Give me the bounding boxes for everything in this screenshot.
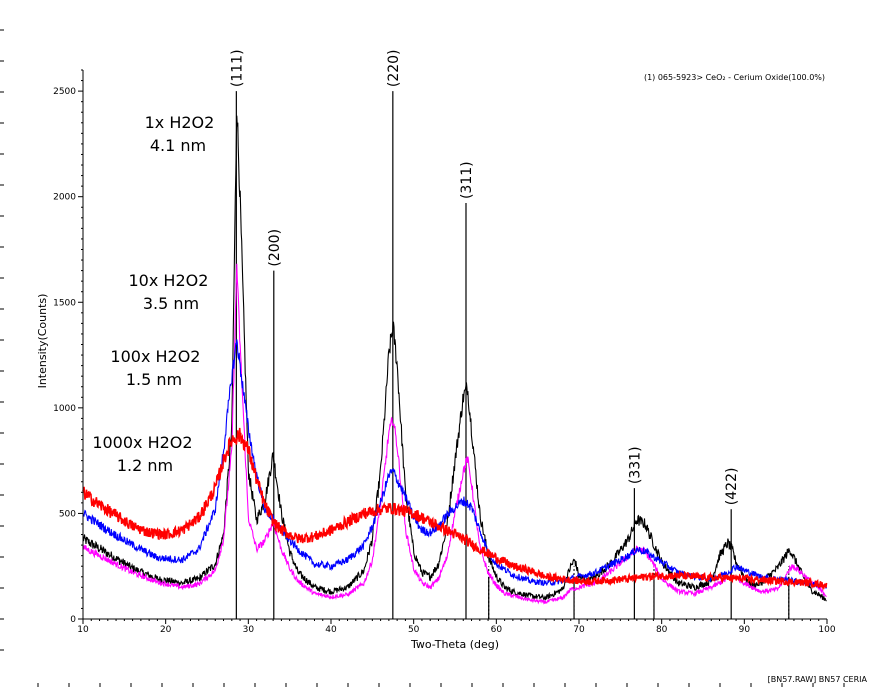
- peak-label: (311): [459, 161, 475, 199]
- sample-label-1000x-line1: 1000x H2O2: [92, 433, 192, 452]
- peak-labels: (111) (200) (220) (311) (331) (422): [229, 49, 740, 505]
- y-tick-label: 2000: [53, 193, 76, 203]
- x-tick-label: 100: [818, 625, 835, 635]
- x-tick-label: 30: [243, 625, 255, 635]
- peak-label: (422): [724, 468, 740, 506]
- sample-label-10x-line2: 3.5 nm: [143, 294, 199, 313]
- x-tick-label: 70: [573, 625, 585, 635]
- y-axis-title: Intensity(Counts): [36, 294, 49, 389]
- sample-label-100x-line1: 100x H2O2: [110, 347, 200, 366]
- y-tick-label: 1500: [53, 298, 76, 308]
- peak-label: (220): [386, 49, 402, 87]
- footer-label: [BN57.RAW] BN57 CERIA: [768, 675, 868, 684]
- peak-label: (331): [627, 446, 643, 484]
- sample-label-10x: 10x H2O2 3.5 nm: [129, 271, 214, 313]
- reference-pattern-label: (1) 065-5923> CeO₂ - Cerium Oxide(100.0%…: [644, 73, 825, 82]
- sample-label-1000x-line2: 1.2 nm: [117, 456, 173, 475]
- sample-label-100x: 100x H2O2 1.5 nm: [110, 347, 205, 389]
- series-line: [82, 115, 827, 602]
- x-tick-label: 20: [160, 625, 172, 635]
- sample-label-1x: 1x H2O2 4.1 nm: [145, 113, 220, 155]
- x-tick-label: 40: [325, 625, 337, 635]
- series-line: [82, 263, 827, 605]
- x-tick-label: 80: [656, 625, 668, 635]
- sample-label-1x-line2: 4.1 nm: [150, 136, 206, 155]
- y-tick-label: 2500: [53, 87, 76, 97]
- series-line: [82, 427, 828, 591]
- peak-label: (111): [229, 49, 245, 87]
- y-tick-label: 500: [59, 509, 76, 519]
- sample-label-1x-line1: 1x H2O2: [145, 113, 215, 132]
- x-tick-label: 10: [77, 625, 89, 635]
- sample-label-1000x: 1000x H2O2 1.2 nm: [92, 433, 197, 475]
- frame-tick-marks: [0, 29, 845, 687]
- axes: 10 20 30 40 50 60 70 80 90 1000500100015002000250…: [53, 69, 836, 635]
- sample-labels: 1x H2O2 4.1 nm 10x H2O2 3.5 nm 100x H2O2…: [92, 113, 220, 475]
- sample-label-10x-line1: 10x H2O2: [129, 271, 209, 290]
- series-layer: [82, 115, 828, 605]
- x-tick-label: 60: [491, 625, 503, 635]
- x-tick-label: 90: [739, 625, 751, 635]
- x-tick-label: 50: [408, 625, 420, 635]
- peak-label: (200): [267, 229, 283, 267]
- sample-label-100x-line2: 1.5 nm: [126, 370, 182, 389]
- reference-lines: [235, 91, 790, 619]
- y-tick-label: 0: [70, 615, 76, 625]
- x-axis-title: Two-Theta (deg): [410, 638, 499, 651]
- y-tick-label: 1000: [53, 404, 76, 414]
